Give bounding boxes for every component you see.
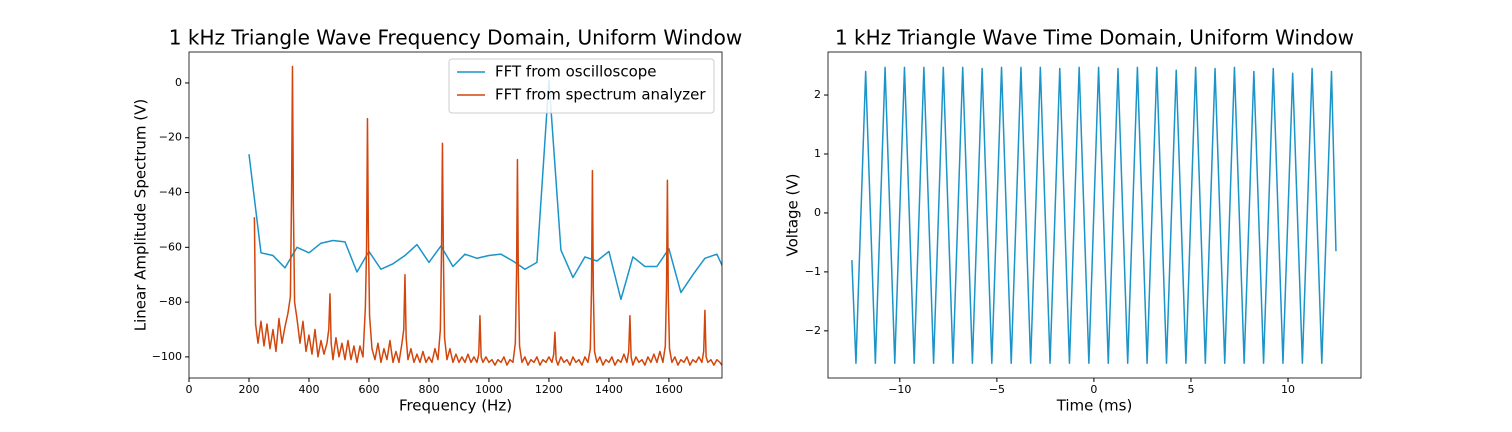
y-tick-label: −80 — [159, 295, 182, 308]
x-tick-label: −5 — [989, 383, 1005, 396]
x-tick-label: 1000 — [475, 383, 503, 396]
y-tick-label: −2 — [805, 324, 821, 337]
x-tick-label: 0 — [1090, 383, 1097, 396]
data-line — [851, 66, 1337, 365]
data-line — [253, 65, 722, 366]
y-tick-label: −20 — [159, 131, 182, 144]
chart-title: 1 kHz Triangle Wave Frequency Domain, Un… — [169, 26, 742, 50]
x-axis-label: Time (ms) — [1056, 397, 1133, 415]
y-tick-label: 0 — [175, 76, 182, 89]
x-tick-label: 200 — [238, 383, 259, 396]
plot-area — [248, 65, 722, 366]
x-tick-label: 600 — [358, 383, 379, 396]
x-tick-label: 1200 — [535, 383, 563, 396]
x-tick-label: 1600 — [655, 383, 683, 396]
legend-label: FFT from oscilloscope — [495, 63, 657, 81]
y-tick-label: −40 — [159, 186, 182, 199]
y-axis-label: Linear Amplitude Spectrum (V) — [132, 99, 150, 331]
y-axis-label: Voltage (V) — [784, 174, 802, 257]
x-tick-label: 5 — [1187, 383, 1194, 396]
axes-frame — [188, 51, 723, 379]
y-tick-label: 1 — [814, 147, 821, 160]
y-tick-label: −100 — [152, 350, 182, 363]
y-tick-label: −60 — [159, 240, 182, 253]
x-tick-label: 1400 — [595, 383, 623, 396]
data-line — [248, 79, 722, 301]
chart-title: 1 kHz Triangle Wave Time Domain, Uniform… — [835, 26, 1354, 50]
plot-area — [851, 66, 1337, 365]
axes-frame — [827, 51, 1362, 379]
x-axis-label: Frequency (Hz) — [399, 397, 512, 415]
legend-label: FFT from spectrum analyzer — [495, 86, 706, 104]
y-tick-label: 2 — [814, 88, 821, 101]
legend: FFT from oscilloscope FFT from spectrum a… — [448, 58, 715, 114]
x-tick-label: 10 — [1281, 383, 1295, 396]
y-tick-label: −1 — [805, 265, 821, 278]
y-tick-label: 0 — [814, 206, 821, 219]
x-tick-label: 800 — [418, 383, 439, 396]
x-tick-label: 400 — [298, 383, 319, 396]
axes: 1 kHz Triangle Wave Frequency Domain, Un… — [132, 26, 743, 415]
x-tick-label: 0 — [186, 383, 193, 396]
axes: 1 kHz Triangle Wave Time Domain, Uniform… — [784, 26, 1362, 415]
legend-box — [448, 58, 715, 114]
x-tick-label: −10 — [888, 383, 911, 396]
